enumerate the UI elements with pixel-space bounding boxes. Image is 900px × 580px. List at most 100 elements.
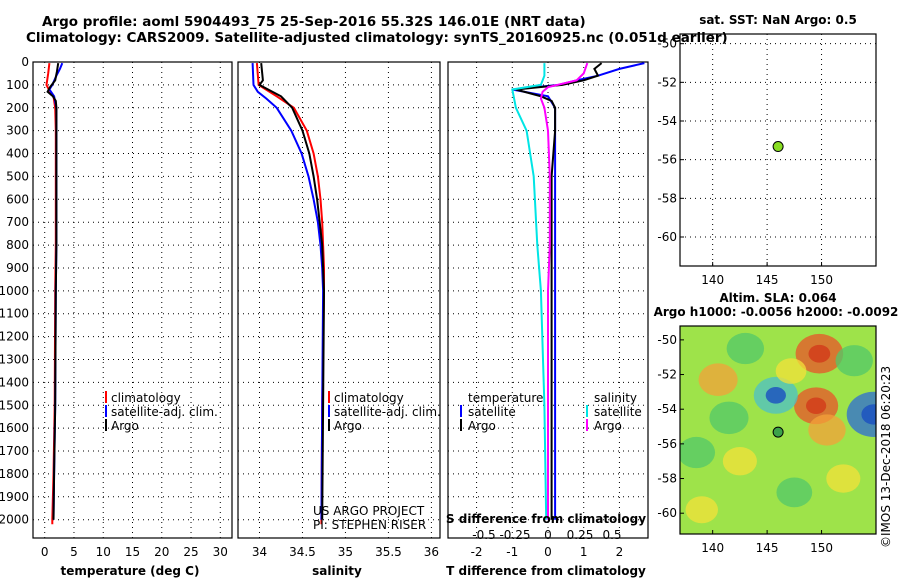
x-tick-label: 30 [213,545,228,559]
depth-tick-label: 1000 [0,284,29,298]
y-tick-label: -50 [657,333,677,347]
imos-stamp: ©IMOS 13-Dec-2018 06:20:23 [879,366,893,548]
legend-swatch-s-argo [586,419,588,431]
x-tick-label: 5 [70,545,78,559]
salinity-legend: climatology satellite-adj. clim. Argo [328,391,441,433]
heatmap-cell [709,401,749,435]
depth-tick-label: 1800 [0,467,29,481]
y-tick-label: -54 [657,402,677,416]
argo-position-marker [772,426,784,438]
series-salinity-argo [539,62,589,520]
heatmap-core [805,397,827,415]
depth-tick-label: 1400 [0,375,29,389]
heatmap-cell [808,414,846,446]
legend-label-t-argo: Argo [468,419,496,433]
y-tick-label: -60 [657,506,677,520]
depth-tick-label: 1500 [0,398,29,412]
depth-tick-label: 1300 [0,353,29,367]
panel-frame [237,61,441,539]
pi-note: PI: STEPHEN RISER [313,518,426,532]
legend-label-argo: Argo [334,419,362,433]
heatmap-cell [685,496,718,524]
sst-map-title: sat. SST: NaN Argo: 0.5 [699,13,857,27]
heatmap-cell [726,332,765,365]
sst-map-panel: 140 145 150 -50 -52 -54 -56 -58 -60 [657,33,877,287]
depth-tick-label: 800 [6,238,29,252]
depth-axis-labels: 0 100 200 300 400 500 600 700 800 900 1000 1100 1200… [0,55,29,527]
x-tick-label: 145 [756,541,779,555]
depth-tick-label: 400 [6,147,29,161]
depth-tick-label: 1200 [0,330,29,344]
x-tick-label: 1 [580,545,588,559]
project-note: US ARGO PROJECT [313,504,425,518]
legend-swatch-argo [105,419,107,431]
x-tick-label: -2 [471,545,483,559]
legend-label-climatology: climatology [334,391,404,405]
legend-swatch-climatology [105,391,107,403]
panel-frame [447,61,649,539]
heatmap [680,326,876,534]
legend-label-s-argo: Argo [594,419,622,433]
depth-tick-label: 700 [6,215,29,229]
x-tick-label: 10 [96,545,111,559]
heatmap-cell [826,464,861,493]
x-tick-label: 0 [41,545,49,559]
difference-s-ticks: -0.5 -0.25 0 0.25 0.5 [472,528,621,542]
depth-tick-label: 2000 [0,513,29,527]
depth-tick-label: 1100 [0,307,29,321]
depth-tick-label: 600 [6,192,29,206]
y-tick-label: -56 [657,153,677,167]
x-tick-label: 35 [338,545,353,559]
legend-swatch-t-argo [460,419,462,431]
legend-swatch-t-satellite [460,405,462,417]
sla-map-panel: 140 145 150 -50 -52 -54 -56 -58 -60 [657,325,877,555]
depth-tick-label: 900 [6,261,29,275]
panel-frame [679,325,877,535]
legend-label-t-satellite: satellite [468,405,516,419]
x-tick-label: 34.5 [289,545,316,559]
y-tick-label: -60 [657,230,677,244]
heatmap-cell [846,391,876,437]
heatmap-core [765,387,786,404]
legend-swatch-argo [328,419,330,431]
panel-frame [32,61,233,539]
heatmap-cell [775,358,807,384]
difference-s-label: S difference from climatology [446,512,646,526]
heatmap-cell [722,447,757,476]
x-tick-label: 140 [701,273,724,287]
difference-panel: -2 -1 0 1 2 [447,61,649,559]
legend-label-s-satellite: satellite [594,405,642,419]
s-tick-label: 0 [544,528,552,542]
y-tick-label: -56 [657,437,677,451]
x-tick-label: 34 [252,545,267,559]
difference-legend-salinity: salinity satellite Argo [586,391,642,433]
difference-legend-temperature: temperature satellite Argo [460,391,543,433]
y-tick-label: -52 [657,368,677,382]
legend-swatch-satellite [328,405,330,417]
x-tick-label: -1 [506,545,518,559]
panel-frame [679,33,877,267]
y-tick-label: -52 [657,75,677,89]
title-line-2: Climatology: CARS2009. Satellite-adjuste… [26,30,728,46]
series-salinity-satellite [511,63,548,520]
series-climatology [255,63,325,525]
s-tick-label: -0.25 [499,528,530,542]
x-tick-label: 140 [701,541,724,555]
legend-label-argo: Argo [111,419,139,433]
difference-xlabel: T difference from climatology [446,564,646,578]
temperature-panel: 0 5 10 15 20 25 30 [32,61,233,559]
legend-title-salinity: salinity [594,391,637,405]
heatmap-core [861,404,876,425]
series-argo [258,63,326,520]
y-tick-label: -58 [657,191,677,205]
argo-position-marker [772,141,784,153]
x-tick-label: 20 [154,545,169,559]
legend-swatch-s-satellite [586,405,588,417]
y-tick-label: -58 [657,472,677,486]
x-tick-label: 150 [810,541,833,555]
depth-tick-label: 1700 [0,444,29,458]
s-tick-label: 0.5 [602,528,621,542]
depth-tick-label: 300 [6,124,29,138]
heatmap-cell [680,436,716,469]
depth-tick-label: 0 [21,55,29,69]
